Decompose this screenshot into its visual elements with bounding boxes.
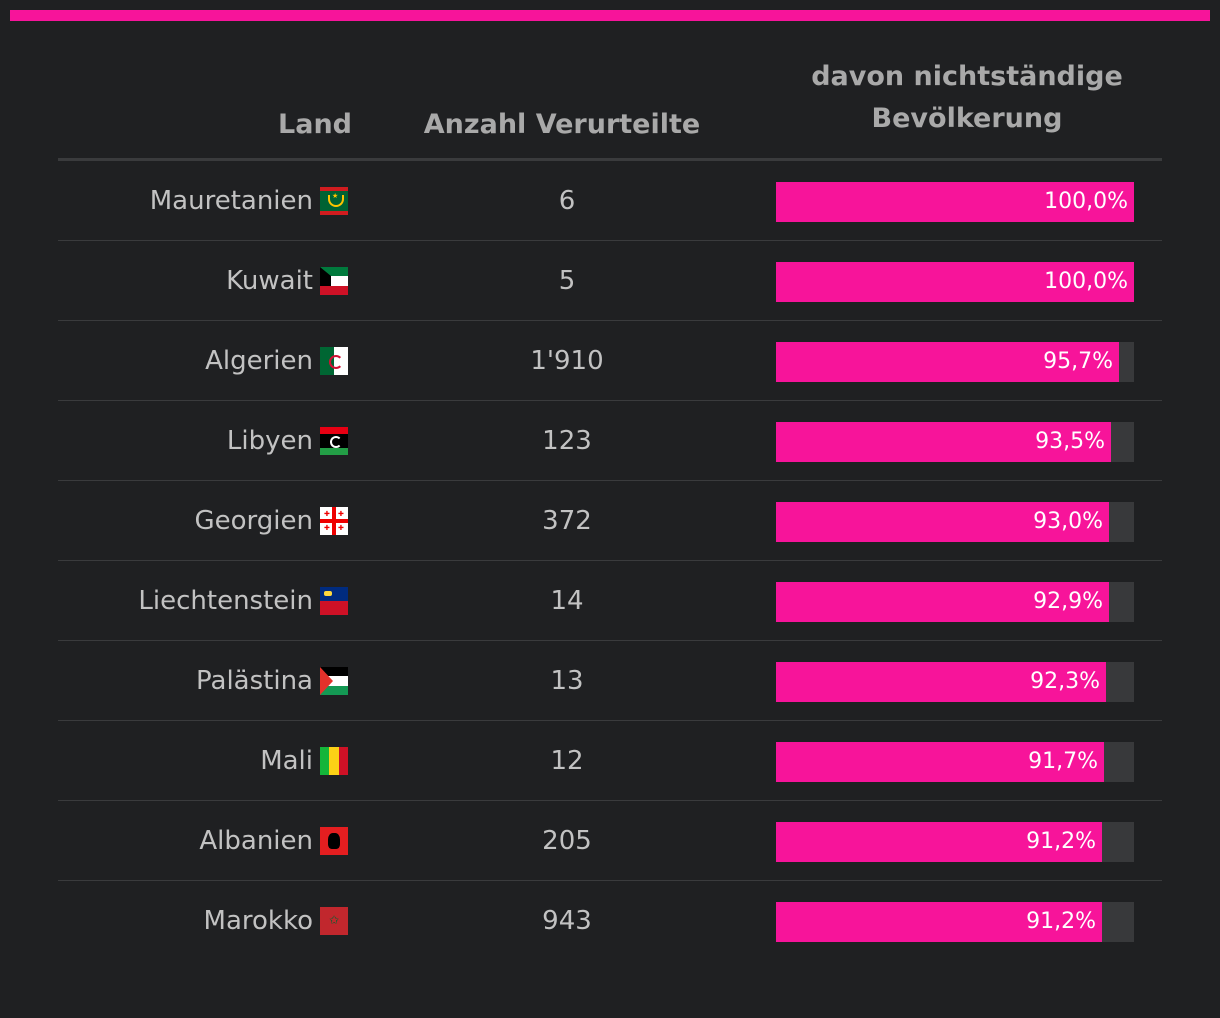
table-row: Mauretanien ★ 6 100,0% [58,161,1162,241]
count-cell: 12 [550,745,584,776]
share-bar [776,182,1134,222]
header-count: Anzahl Verurteilte [423,109,701,140]
count-cell: 1'910 [530,345,604,376]
share-label: 92,9% [1033,589,1103,614]
share-cell: 93,5% [776,401,1162,480]
share-label: 100,0% [1044,269,1128,294]
country-name: Mali [260,745,313,776]
share-cell: 100,0% [776,161,1162,240]
flag-mauritania-icon: ★ [320,186,348,215]
share-bar [776,262,1134,302]
share-cell: 91,2% [776,801,1162,880]
count-cell: 13 [550,665,584,696]
table-row: Mali 12 91,7% [58,721,1162,801]
share-cell: 93,0% [776,481,1162,560]
land-cell: Marokko ✩ [58,906,348,936]
share-bar-track: 91,7% [776,742,1134,782]
accent-top-bar [10,10,1210,21]
table-row: Algerien 1'910 95,7% [58,321,1162,401]
table-row: Marokko ✩ 943 91,2% [58,881,1162,960]
table-row: Libyen 123 93,5% [58,401,1162,481]
country-name: Marokko [203,905,313,936]
data-table: Land Anzahl Verurteilte davon nichtständ… [58,40,1162,960]
flag-albania-icon [320,826,348,855]
count-cell: 943 [542,905,592,936]
share-bar [776,662,1106,702]
table-row: Georgien ✚ ✚ ✚ ✚ 372 93,0% [58,481,1162,561]
header-share-line2: Bevölkerung [871,103,1063,134]
table-row: Albanien 205 91,2% [58,801,1162,881]
share-bar [776,742,1104,782]
country-name: Mauretanien [149,185,313,216]
country-name: Libyen [226,425,313,456]
flag-liechtenstein-icon [320,586,348,615]
land-cell: Georgien ✚ ✚ ✚ ✚ [58,506,348,536]
count-cell: 14 [550,585,584,616]
count-cell: 6 [558,185,576,216]
count-cell: 123 [542,425,592,456]
country-name: Liechtenstein [138,585,313,616]
country-name: Albanien [199,825,313,856]
count-cell: 372 [542,505,592,536]
count-cell: 205 [542,825,592,856]
share-cell: 100,0% [776,241,1162,320]
share-cell: 92,9% [776,561,1162,640]
land-cell: Palästina [58,666,348,696]
share-label: 100,0% [1044,189,1128,214]
share-bar-track: 93,0% [776,502,1134,542]
share-bar-track: 92,3% [776,662,1134,702]
land-cell: Mali [58,746,348,776]
flag-palestine-icon [320,666,348,695]
country-name: Georgien [194,505,314,536]
share-label: 91,2% [1026,909,1096,934]
share-bar [776,582,1109,622]
country-name: Kuwait [226,265,313,296]
flag-libya-icon [320,426,348,455]
count-cell: 5 [558,265,576,296]
share-bar [776,822,1102,862]
table-header: Land Anzahl Verurteilte davon nichtständ… [58,40,1162,161]
share-label: 91,7% [1028,749,1098,774]
land-cell: Albanien [58,826,348,856]
land-cell: Liechtenstein [58,586,348,616]
share-label: 93,5% [1035,429,1105,454]
flag-kuwait-icon [320,266,348,295]
header-land: Land [278,109,352,140]
flag-georgia-icon: ✚ ✚ ✚ ✚ [320,506,348,535]
table-row: Kuwait 5 100,0% [58,241,1162,321]
share-bar-track: 93,5% [776,422,1134,462]
land-cell: Kuwait [58,266,348,296]
share-bar-track: 100,0% [776,182,1134,222]
share-bar-track: 95,7% [776,342,1134,382]
share-label: 91,2% [1026,829,1096,854]
table-body: Mauretanien ★ 6 100,0% Kuwait 5 100,0% A… [58,161,1162,960]
share-cell: 95,7% [776,321,1162,400]
share-label: 93,0% [1033,509,1103,534]
table-row: Palästina 13 92,3% [58,641,1162,721]
share-bar-track: 91,2% [776,822,1134,862]
country-name: Palästina [196,665,313,696]
flag-mali-icon [320,746,348,775]
share-bar [776,502,1109,542]
land-cell: Mauretanien ★ [58,186,348,216]
table-row: Liechtenstein 14 92,9% [58,561,1162,641]
share-cell: 92,3% [776,641,1162,720]
flag-algeria-icon [320,346,348,375]
share-bar-track: 100,0% [776,262,1134,302]
country-name: Algerien [205,345,313,376]
flag-morocco-icon: ✩ [320,906,348,935]
share-bar-track: 91,2% [776,902,1134,942]
share-bar [776,422,1111,462]
share-label: 95,7% [1043,349,1113,374]
share-label: 92,3% [1030,669,1100,694]
share-bar-track: 92,9% [776,582,1134,622]
land-cell: Algerien [58,346,348,376]
share-cell: 91,2% [776,881,1162,960]
share-bar [776,902,1102,942]
share-cell: 91,7% [776,721,1162,800]
header-share: davon nichtständige Bevölkerung [772,56,1162,158]
land-cell: Libyen [58,426,348,456]
share-bar [776,342,1119,382]
header-share-line1: davon nichtständige [811,61,1123,92]
